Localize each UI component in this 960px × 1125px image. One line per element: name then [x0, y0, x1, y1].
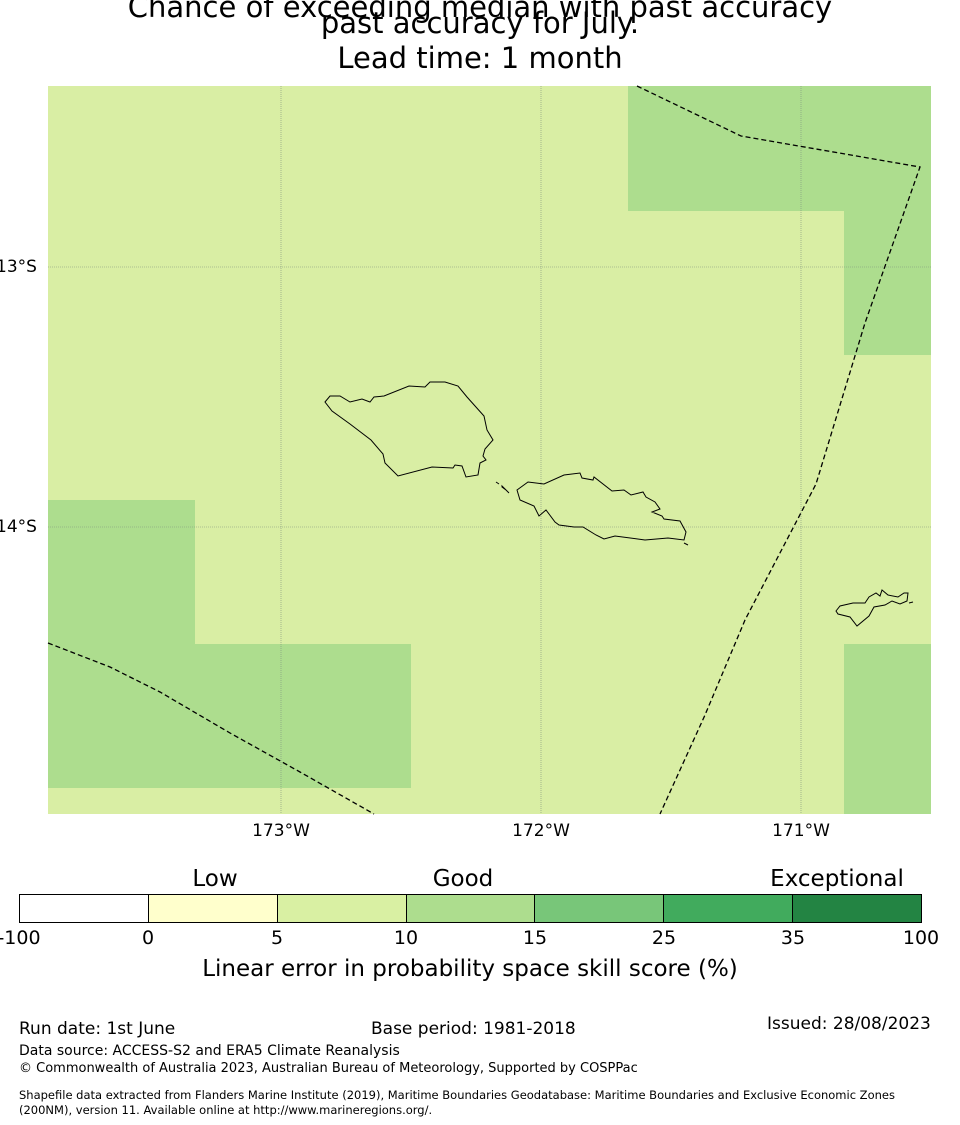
colorbar-tick: 5	[270, 927, 284, 949]
map-title-line-1: Chance of exceeding median with past acc…	[127, 0, 833, 24]
skill-region-northeast	[628, 86, 931, 355]
colorbar-segment	[535, 895, 665, 922]
colorbar-label: Linear error in probability space skill …	[202, 956, 738, 982]
colorbar-tick: 0	[141, 927, 155, 949]
map-title-line-2: past accuracy for July.	[320, 6, 640, 40]
islet-east-upolu	[683, 542, 689, 546]
eez-boundary-northeast	[636, 85, 921, 815]
colorbar-category-exceptional: Exceptional	[770, 866, 904, 892]
colorbar-tick: 15	[522, 927, 548, 949]
islet-aunuu	[908, 601, 914, 604]
skill-map	[47, 85, 931, 815]
colorbar-tick: 35	[780, 927, 806, 949]
colorbar-segment	[793, 895, 922, 922]
copyright-notice: © Commonwealth of Australia 2023, Austra…	[19, 1061, 638, 1076]
island-upolu	[516, 472, 687, 541]
islet-manono	[501, 484, 510, 494]
colorbar	[19, 894, 922, 923]
colorbar-segment	[277, 895, 407, 922]
island-tutuila	[835, 589, 909, 627]
islet-apolima	[495, 481, 500, 485]
skill-region-southeast	[844, 644, 931, 814]
colorbar-category-good: Good	[432, 866, 494, 892]
map-gridlines	[48, 86, 931, 814]
colorbar-category-low: Low	[192, 866, 238, 892]
islands	[324, 381, 914, 627]
colorbar-segment	[406, 895, 536, 922]
run-date: Run date: 1st June	[19, 1019, 176, 1039]
lat-label-14s: 14°S	[0, 517, 37, 537]
shapefile-credit-line-2: (200NM), version 11. Available online at…	[19, 1103, 433, 1117]
colorbar-tick: 10	[393, 927, 419, 949]
base-period: Base period: 1981-2018	[371, 1019, 576, 1039]
issued-date: Issued: 28/08/2023	[767, 1014, 931, 1034]
colorbar-tick: 25	[651, 927, 677, 949]
eez-boundary-southwest	[47, 642, 375, 815]
shapefile-credit-line-1: Shapefile data extracted from Flanders M…	[19, 1088, 895, 1102]
lon-label-171w: 171°W	[772, 821, 830, 841]
map-title-line-3: Lead time: 1 month	[337, 41, 623, 75]
colorbar-segment	[20, 895, 149, 922]
lat-label-13s: 13°S	[0, 257, 37, 277]
colorbar-tick: 100	[902, 927, 940, 949]
island-savaii	[324, 381, 494, 478]
lon-label-172w: 172°W	[512, 821, 570, 841]
colorbar-tick: -100	[0, 927, 41, 949]
maritime-boundaries	[47, 85, 921, 815]
lon-label-173w: 173°W	[252, 821, 310, 841]
colorbar-segment	[148, 895, 278, 922]
skill-region-southwest	[48, 500, 411, 788]
colorbar-segment	[664, 895, 794, 922]
data-source: Data source: ACCESS-S2 and ERA5 Climate …	[19, 1043, 400, 1059]
